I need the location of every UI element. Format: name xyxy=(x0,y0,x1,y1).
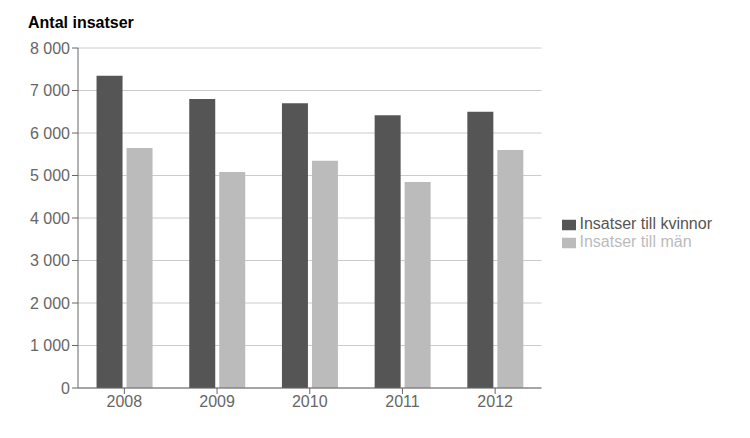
html-text:Insatser till män: Insatser till män xyxy=(579,233,692,250)
svg-text:2010: 2010 xyxy=(292,393,328,410)
svg-text:6 000: 6 000 xyxy=(30,125,70,142)
html-text:Insatser till kvinnor: Insatser till kvinnor xyxy=(579,215,712,232)
svg-text:2008: 2008 xyxy=(107,393,143,410)
svg-text:4 000: 4 000 xyxy=(30,210,70,227)
svg-text:2009: 2009 xyxy=(199,393,235,410)
svg-text:0: 0 xyxy=(61,380,70,397)
svg-text:8 000: 8 000 xyxy=(30,40,70,57)
svg-text:7 000: 7 000 xyxy=(30,82,70,99)
svg-text:3 000: 3 000 xyxy=(30,252,70,269)
svg-text:1 000: 1 000 xyxy=(30,337,70,354)
html-text:Antal insatser: Antal insatser xyxy=(28,14,134,31)
svg-text:2 000: 2 000 xyxy=(30,295,70,312)
svg-text:5 000: 5 000 xyxy=(30,167,70,184)
svg-text:2012: 2012 xyxy=(477,393,513,410)
svg-text:2011: 2011 xyxy=(385,393,420,410)
